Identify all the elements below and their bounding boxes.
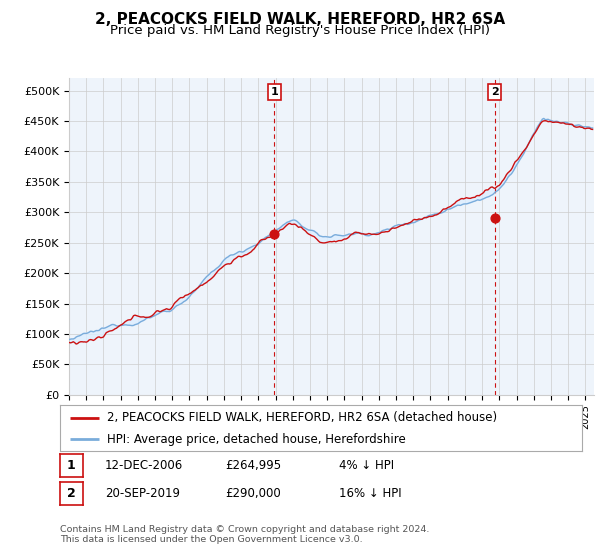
Text: 16% ↓ HPI: 16% ↓ HPI <box>339 487 401 500</box>
Text: Price paid vs. HM Land Registry's House Price Index (HPI): Price paid vs. HM Land Registry's House … <box>110 24 490 36</box>
Point <box>490 214 499 223</box>
Text: £264,995: £264,995 <box>225 459 281 472</box>
Text: HPI: Average price, detached house, Herefordshire: HPI: Average price, detached house, Here… <box>107 433 406 446</box>
Text: 2: 2 <box>67 487 76 500</box>
Text: Contains HM Land Registry data © Crown copyright and database right 2024.
This d: Contains HM Land Registry data © Crown c… <box>60 525 430 544</box>
Text: 1: 1 <box>271 87 278 97</box>
Text: 2, PEACOCKS FIELD WALK, HEREFORD, HR2 6SA (detached house): 2, PEACOCKS FIELD WALK, HEREFORD, HR2 6S… <box>107 411 497 424</box>
Text: 2, PEACOCKS FIELD WALK, HEREFORD, HR2 6SA: 2, PEACOCKS FIELD WALK, HEREFORD, HR2 6S… <box>95 12 505 27</box>
Text: 12-DEC-2006: 12-DEC-2006 <box>105 459 183 472</box>
Text: 4% ↓ HPI: 4% ↓ HPI <box>339 459 394 472</box>
Text: 1: 1 <box>67 459 76 472</box>
Text: 2: 2 <box>491 87 499 97</box>
Point <box>269 229 279 238</box>
Text: £290,000: £290,000 <box>225 487 281 500</box>
Text: 20-SEP-2019: 20-SEP-2019 <box>105 487 180 500</box>
